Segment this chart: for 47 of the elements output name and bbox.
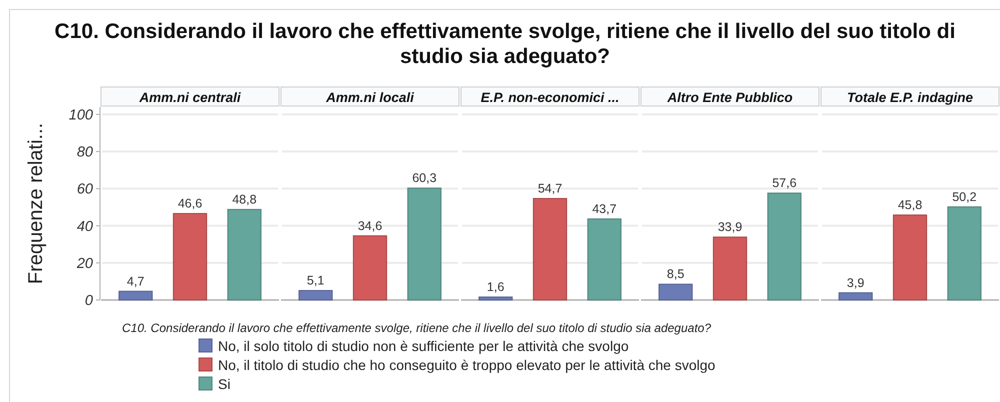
x-tick-label: Altro Ente Pubblico [666,90,793,105]
data-label: 1,6 [486,280,504,294]
data-label: 45,8 [898,198,922,212]
data-label: 5,1 [306,274,324,288]
x-tick-label: E.P. non-economici ... [480,90,620,105]
bar [947,206,982,300]
data-label: 50,2 [952,190,977,204]
bar [118,290,153,300]
chart-title: C10. Considerando il lavoro che effettivamente svolge, ritiene che il livello del suo titolo di studio sia adeguato? [54,20,956,68]
legend-label: Si [218,376,230,392]
y-tick-label: 40 [76,218,93,235]
y-tick-label: 20 [76,256,93,272]
legend-label: No, il titolo di studio che ho conseguito è troppo elevato per le attività che svolgo [218,357,716,373]
bar [712,236,748,300]
bar [892,214,928,300]
data-label: 43,7 [592,202,617,216]
bar [407,188,442,300]
bar [767,192,802,300]
x-tick-label: Totale E.P. indagine [846,90,974,105]
y-axis-title: Frequenze relati... [25,122,47,284]
data-label: 48,8 [232,192,257,206]
x-tick-label: Amm.ni locali [325,90,414,105]
data-label: 46,6 [178,196,202,211]
bar [532,198,568,300]
data-label: 54,7 [538,181,562,196]
data-label: 4,7 [126,274,144,288]
x-tick-label: Amm.ni centrali [138,90,241,105]
data-label: 3,9 [846,276,864,290]
bar [587,218,622,300]
y-tick-label: 0 [84,293,93,309]
y-tick-label: 60 [76,182,93,198]
y-tick-label: 100 [68,107,93,124]
bar [352,235,388,300]
data-label: 60,3 [412,171,437,186]
data-label: 34,6 [358,218,382,233]
bar [658,284,693,300]
data-label: 57,6 [772,176,797,190]
bar [227,208,262,300]
y-tick-label: 80 [76,144,93,161]
data-label: 33,9 [718,220,742,234]
data-label: 8,5 [666,267,684,282]
bar [478,296,513,300]
legend-label: No, il solo titolo di studio non è sufficiente per le attività che svolgo [218,338,629,354]
bar [838,292,873,300]
legend-title: C10. Considerando il lavoro che effettivamente svolge, ritiene che il livello del suo titolo di studio sia adeguato? [122,321,712,335]
bar [298,290,333,300]
bar [172,213,208,300]
